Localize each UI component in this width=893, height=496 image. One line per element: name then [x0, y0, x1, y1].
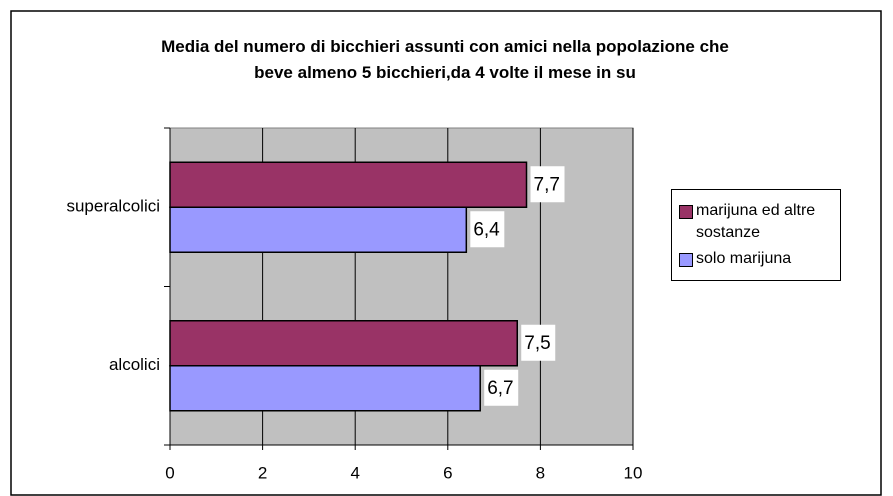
legend-entry: marijuna ed altre sostanze — [676, 200, 836, 244]
legend-swatch — [679, 205, 693, 219]
value-label-box — [521, 324, 556, 361]
legend-label: marijuna ed altre sostanze — [696, 202, 816, 241]
value-label: 6,7 — [487, 378, 513, 399]
legend-label: solo marijuna — [696, 250, 792, 267]
y-tick-label: alcolici — [109, 355, 160, 374]
value-label: 6,4 — [473, 219, 500, 240]
value-label: 7,7 — [534, 174, 560, 195]
legend-swatch — [679, 253, 693, 267]
chart-title: Media del numero di bicchieri assunti co… — [161, 37, 729, 82]
legend: marijuna ed altre sostanze solo marijuna — [671, 189, 841, 281]
x-tick-label: 0 — [165, 463, 174, 482]
bar — [169, 320, 518, 367]
legend-entry: solo marijuna — [676, 248, 836, 270]
x-tick-label: 4 — [350, 463, 359, 482]
bar — [169, 365, 481, 412]
x-tick-label: 10 — [624, 463, 643, 482]
bar — [169, 161, 528, 208]
x-tick-label: 6 — [443, 463, 452, 482]
y-tick-label: superalcolici — [66, 197, 160, 216]
value-label-box — [470, 211, 505, 248]
value-label-box — [530, 166, 565, 203]
value-label-box — [484, 369, 519, 406]
x-tick-label: 2 — [258, 463, 267, 482]
x-tick-label: 8 — [536, 463, 545, 482]
bar — [169, 206, 468, 253]
value-label: 7,5 — [524, 333, 550, 354]
